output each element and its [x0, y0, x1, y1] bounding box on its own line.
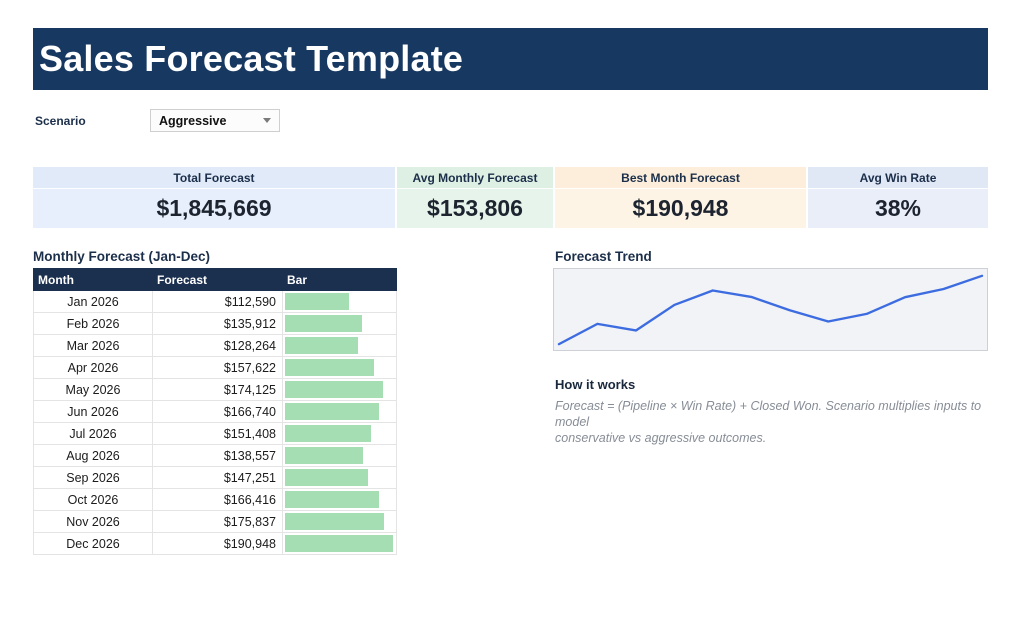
monthly-forecast-section: Monthly Forecast (Jan-Dec) Month Forecas… — [33, 249, 397, 555]
column-header-month: Month — [33, 268, 153, 291]
forecast-bar — [285, 425, 371, 442]
month-cell: May 2026 — [33, 378, 153, 401]
bar-cell — [282, 510, 397, 533]
month-cell: Jun 2026 — [33, 400, 153, 423]
table-row: Mar 2026 $128,264 — [33, 334, 397, 357]
forecast-trend-chart — [553, 268, 988, 351]
bar-cell — [282, 532, 397, 555]
trend-line — [557, 274, 984, 346]
table-row: Aug 2026 $138,557 — [33, 444, 397, 467]
forecast-cell: $190,948 — [152, 532, 283, 555]
kpi-value: $1,845,669 — [33, 189, 395, 228]
column-header-bar: Bar — [282, 268, 397, 291]
monthly-forecast-table: Month Forecast Bar Jan 2026 $112,590 Feb 2… — [33, 268, 397, 555]
forecast-cell: $128,264 — [152, 334, 283, 357]
bar-cell — [282, 466, 397, 489]
forecast-bar — [285, 403, 380, 420]
table-title: Monthly Forecast (Jan-Dec) — [33, 249, 211, 264]
bar-cell — [282, 488, 397, 511]
trend-line-plot — [557, 274, 984, 346]
kpi-row: Total Forecast $1,845,669 Avg Monthly Fo… — [33, 167, 988, 228]
scenario-dropdown[interactable]: Aggressive — [150, 109, 280, 132]
bar-cell — [282, 422, 397, 445]
kpi-label: Total Forecast — [33, 167, 395, 189]
bar-cell — [282, 334, 397, 357]
kpi-value: 38% — [808, 189, 988, 228]
forecast-cell: $174,125 — [152, 378, 283, 401]
forecast-cell: $151,408 — [152, 422, 283, 445]
forecast-cell: $166,740 — [152, 400, 283, 423]
table-row: Jul 2026 $151,408 — [33, 422, 397, 445]
table-row: Feb 2026 $135,912 — [33, 312, 397, 335]
kpi-card-total-forecast: Total Forecast $1,845,669 — [33, 167, 395, 228]
how-it-works-title: How it works — [555, 377, 636, 392]
chevron-down-icon — [263, 118, 271, 123]
bar-cell — [282, 290, 397, 313]
page-title: Sales Forecast Template — [39, 38, 464, 79]
month-cell: Jul 2026 — [33, 422, 153, 445]
month-cell: Apr 2026 — [33, 356, 153, 379]
month-cell: Oct 2026 — [33, 488, 153, 511]
forecast-bar — [285, 337, 358, 354]
forecast-bar — [285, 359, 375, 376]
table-row: Jan 2026 $112,590 — [33, 290, 397, 313]
table-row: Oct 2026 $166,416 — [33, 488, 397, 511]
kpi-card-avg-win-rate: Avg Win Rate 38% — [808, 167, 988, 228]
forecast-cell: $175,837 — [152, 510, 283, 533]
forecast-cell: $147,251 — [152, 466, 283, 489]
scenario-dropdown-value: Aggressive — [159, 113, 227, 128]
table-row: Apr 2026 $157,622 — [33, 356, 397, 379]
month-cell: Sep 2026 — [33, 466, 153, 489]
table-header-row: Month Forecast Bar — [33, 268, 397, 291]
scenario-label: Scenario — [35, 113, 86, 128]
forecast-cell: $157,622 — [152, 356, 283, 379]
kpi-card-avg-monthly-forecast: Avg Monthly Forecast $153,806 — [397, 167, 553, 228]
forecast-bar — [285, 513, 385, 530]
bar-cell — [282, 400, 397, 423]
forecast-cell: $138,557 — [152, 444, 283, 467]
kpi-label: Avg Win Rate — [808, 167, 988, 189]
forecast-cell: $166,416 — [152, 488, 283, 511]
forecast-bar — [285, 469, 369, 486]
bar-cell — [282, 312, 397, 335]
scenario-control-row: Scenario Aggressive — [35, 108, 280, 133]
forecast-cell: $112,590 — [152, 290, 283, 313]
bar-cell — [282, 444, 397, 467]
kpi-value: $153,806 — [397, 189, 553, 228]
month-cell: Aug 2026 — [33, 444, 153, 467]
forecast-bar — [285, 535, 393, 552]
how-it-works-text: Forecast = (Pipeline × Win Rate) + Close… — [555, 399, 982, 445]
bar-cell — [282, 378, 397, 401]
kpi-label: Avg Monthly Forecast — [397, 167, 553, 189]
month-cell: Feb 2026 — [33, 312, 153, 335]
forecast-bar — [285, 315, 362, 332]
month-cell: Jan 2026 — [33, 290, 153, 313]
trend-section: Forecast Trend How it works Forecast = (… — [553, 249, 1015, 446]
month-cell: Nov 2026 — [33, 510, 153, 533]
forecast-bar — [285, 447, 364, 464]
kpi-label: Best Month Forecast — [555, 167, 806, 189]
table-row: Jun 2026 $166,740 — [33, 400, 397, 423]
forecast-bar — [285, 491, 380, 508]
month-cell: Mar 2026 — [33, 334, 153, 357]
chart-title: Forecast Trend — [555, 249, 652, 264]
month-cell: Dec 2026 — [33, 532, 153, 555]
bar-cell — [282, 356, 397, 379]
kpi-card-best-month-forecast: Best Month Forecast $190,948 — [555, 167, 806, 228]
table-row: Dec 2026 $190,948 — [33, 532, 397, 555]
table-row: May 2026 $174,125 — [33, 378, 397, 401]
kpi-value: $190,948 — [555, 189, 806, 228]
forecast-bar — [285, 381, 384, 398]
table-row: Sep 2026 $147,251 — [33, 466, 397, 489]
column-header-forecast: Forecast — [152, 268, 283, 291]
page-header-banner: Sales Forecast Template — [33, 28, 988, 90]
table-row: Nov 2026 $175,837 — [33, 510, 397, 533]
forecast-cell: $135,912 — [152, 312, 283, 335]
forecast-bar — [285, 293, 349, 310]
